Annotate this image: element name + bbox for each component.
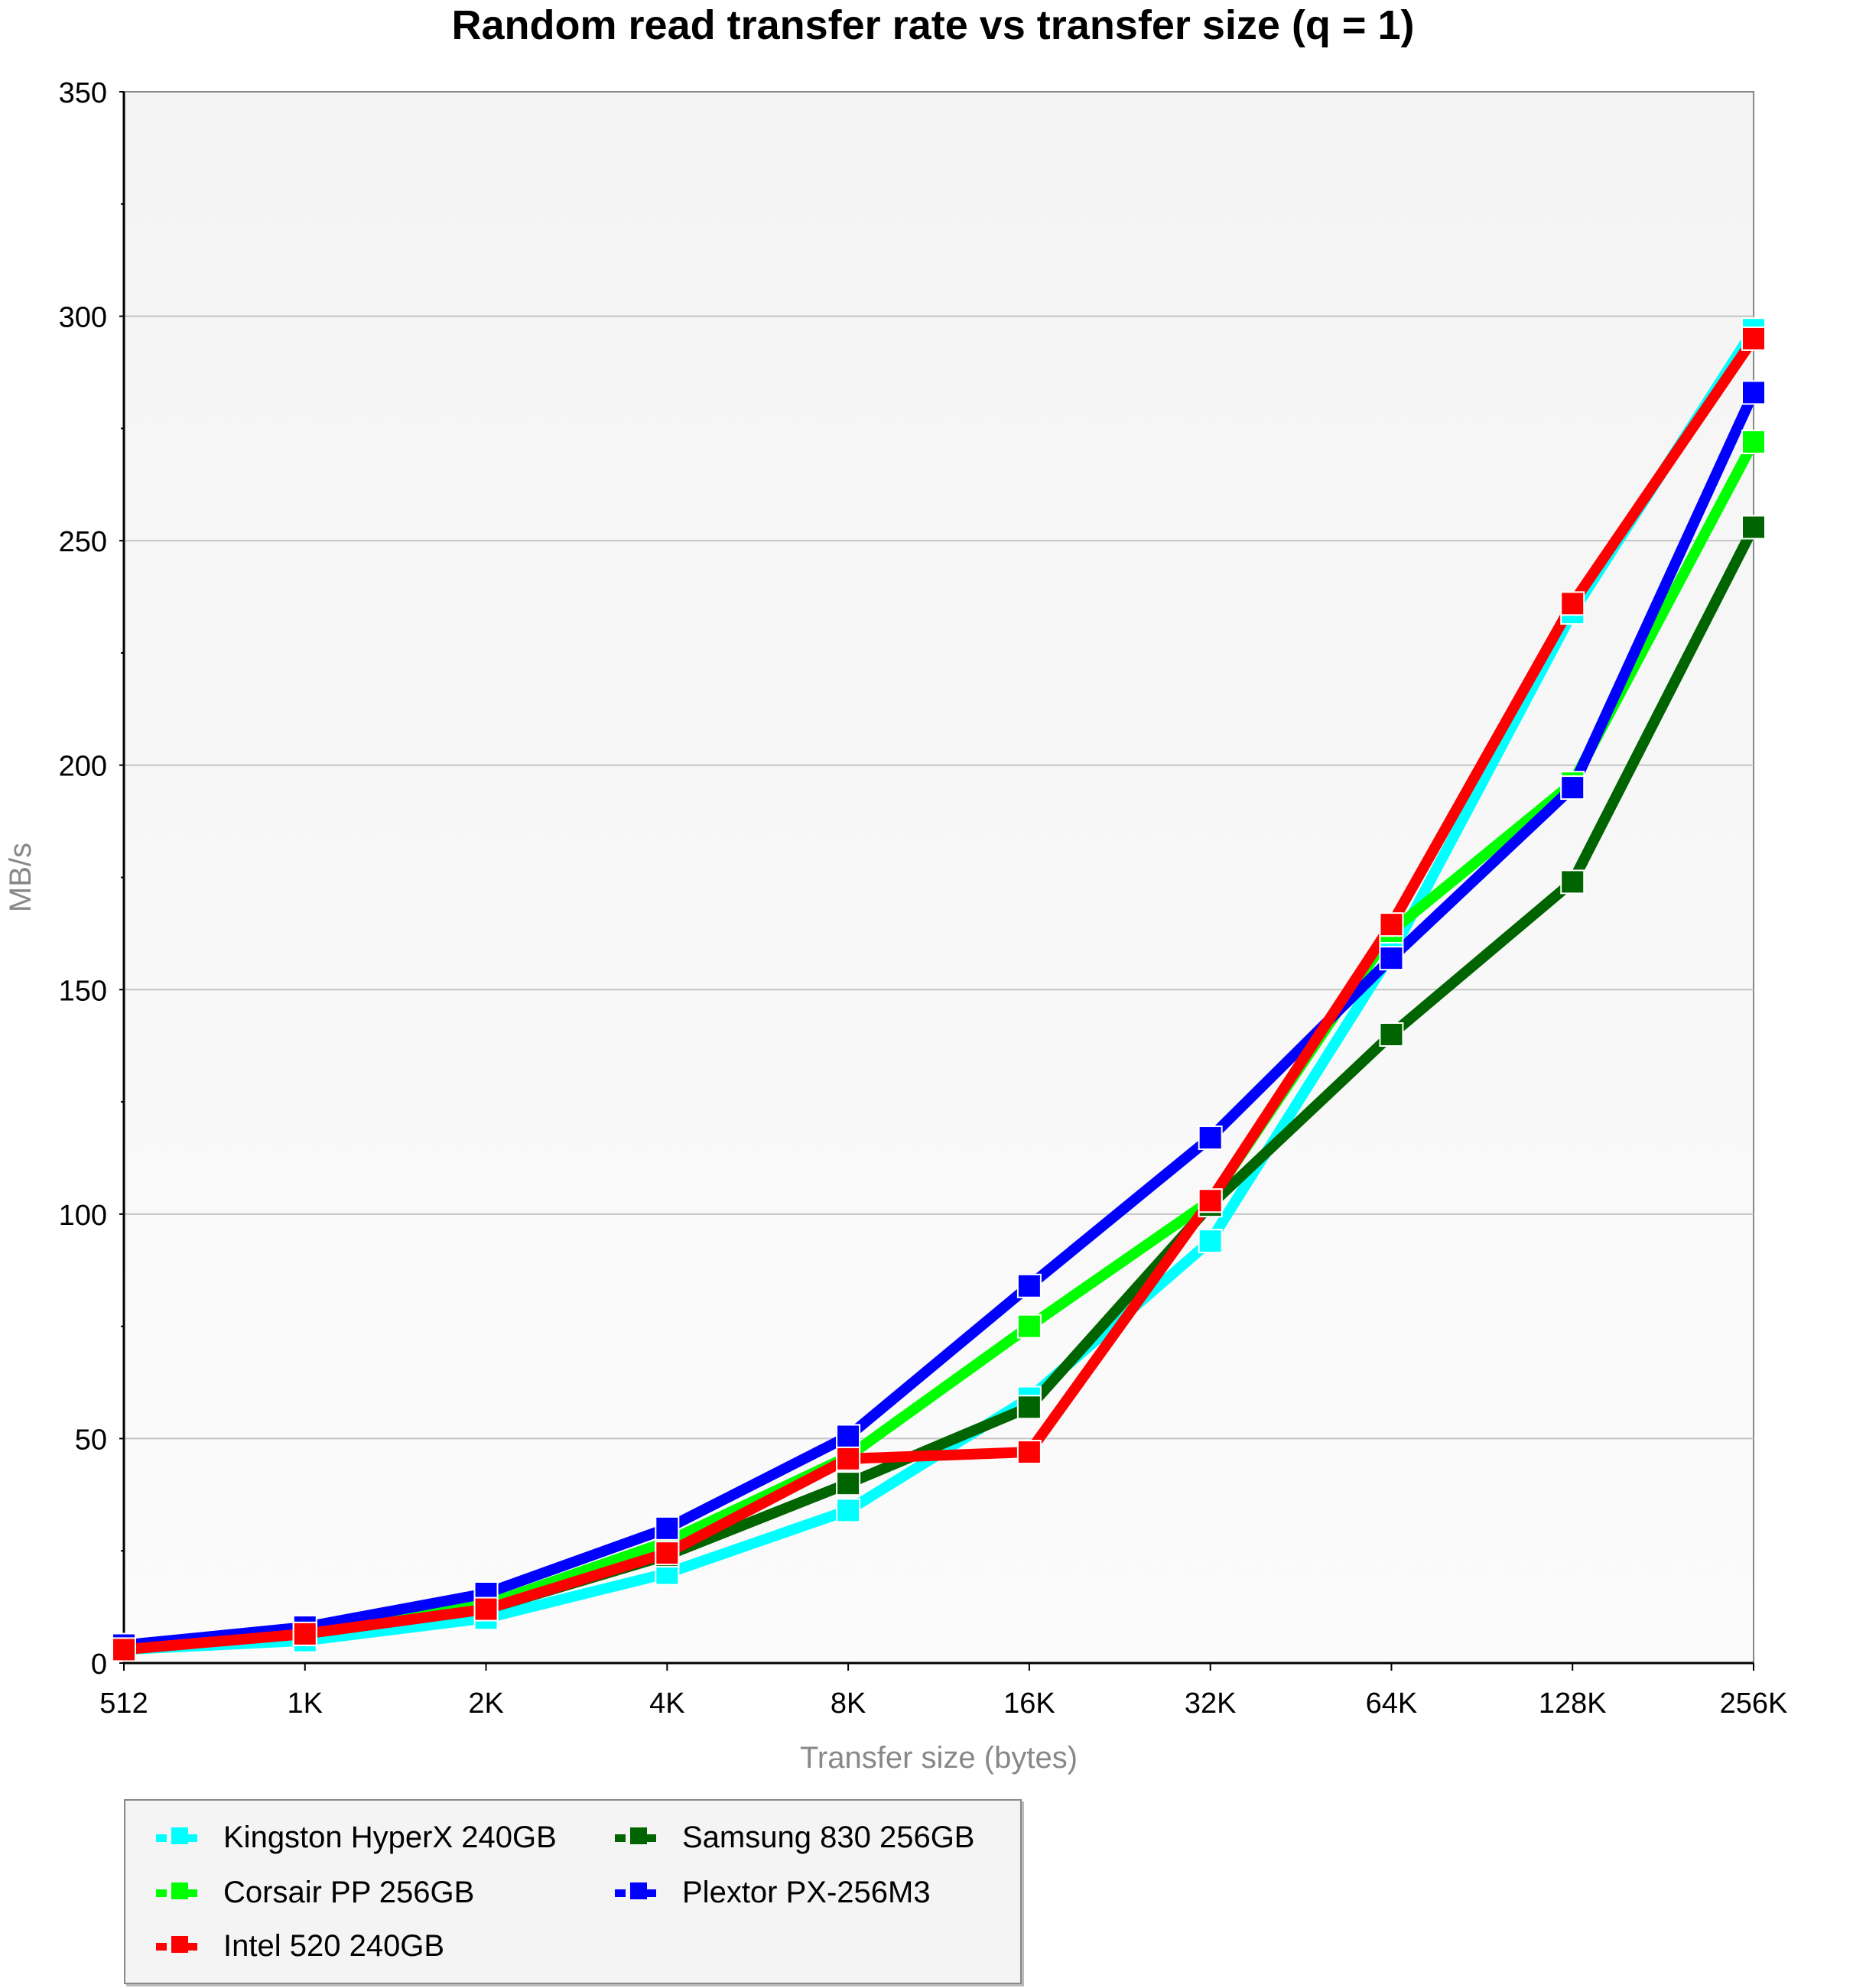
- data-point: [1379, 946, 1404, 971]
- data-point: [836, 1424, 861, 1449]
- data-point: [836, 1446, 861, 1471]
- series-line-3: [123, 390, 1759, 1651]
- data-point: [1016, 1314, 1042, 1339]
- legend-swatch: [615, 1827, 661, 1844]
- x-tick-label: 512: [99, 1688, 148, 1720]
- x-tick-label: 32K: [1185, 1688, 1237, 1720]
- x-tick-label: 2K: [468, 1688, 503, 1720]
- x-tick-label: 64K: [1366, 1688, 1418, 1720]
- data-point: [1741, 429, 1766, 454]
- x-tick-label: 128K: [1539, 1688, 1607, 1720]
- legend-label: Intel 520 240GB: [223, 1929, 445, 1963]
- y-tick-label: 100: [59, 1200, 107, 1232]
- x-tick-label: 4K: [649, 1688, 684, 1720]
- data-point: [1741, 515, 1766, 540]
- legend-label: Plextor PX-256M3: [682, 1876, 931, 1909]
- x-tick-label: 8K: [831, 1688, 866, 1720]
- data-point: [1379, 912, 1404, 937]
- legend: Kingston HyperX 240GB Samsung 830 256GB Co…: [124, 1799, 1022, 1984]
- data-point: [1560, 869, 1585, 895]
- legend-swatch: [156, 1882, 202, 1899]
- x-tick-label: 16K: [1003, 1688, 1055, 1720]
- data-point: [1560, 775, 1585, 801]
- data-point: [836, 1471, 861, 1496]
- legend-item: Plextor PX-256M3: [615, 1876, 931, 1910]
- legend-item: Samsung 830 256GB: [615, 1821, 974, 1855]
- data-point: [1016, 1440, 1042, 1465]
- series-line-4: [123, 335, 1758, 1655]
- y-axis-label: MB/s: [4, 843, 37, 912]
- y-tick-label: 0: [91, 1649, 107, 1681]
- data-point: [1560, 591, 1585, 616]
- legend-swatch: [156, 1935, 202, 1953]
- data-point: [655, 1515, 680, 1541]
- data-point: [1198, 1126, 1223, 1151]
- data-point: [655, 1541, 680, 1566]
- chart-title: Random read transfer rate vs transfer si…: [451, 2, 1415, 48]
- legend-label: Kingston HyperX 240GB: [223, 1821, 557, 1854]
- y-tick-label: 50: [75, 1424, 107, 1456]
- x-axis-label: Transfer size (bytes): [800, 1741, 1078, 1775]
- plot-area: [123, 91, 1754, 1664]
- data-point: [1741, 326, 1766, 351]
- data-point: [112, 1637, 136, 1662]
- x-tick-label: 1K: [288, 1688, 323, 1720]
- data-point: [292, 1621, 317, 1646]
- legend-item: Kingston HyperX 240GB: [156, 1821, 557, 1855]
- legend-item: Corsair PP 256GB: [156, 1876, 474, 1910]
- legend-swatch: [156, 1827, 202, 1844]
- data-point: [1379, 1022, 1404, 1047]
- legend-item: Intel 520 240GB: [156, 1929, 444, 1964]
- y-tick-label: 200: [59, 751, 107, 783]
- legend-swatch: [615, 1882, 661, 1899]
- line-chart: 0 50 100 150 200 250 300 350 512 1K 2K 4K 8K 16K 32K 64…: [4, 77, 1788, 1775]
- y-tick-label: 250: [59, 526, 107, 558]
- x-tick-label: 256K: [1720, 1688, 1788, 1720]
- data-point: [473, 1597, 499, 1622]
- data-point: [1016, 1273, 1042, 1298]
- data-point: [1198, 1188, 1223, 1213]
- legend-label: Samsung 830 256GB: [682, 1821, 975, 1854]
- y-tick-label: 350: [59, 77, 107, 109]
- legend-label: Corsair PP 256GB: [223, 1876, 475, 1909]
- data-point: [1198, 1229, 1223, 1254]
- y-tick-label: 150: [59, 975, 107, 1007]
- y-tick-label: 300: [59, 302, 107, 334]
- data-point: [1016, 1395, 1042, 1420]
- data-point: [1741, 380, 1766, 405]
- data-point: [836, 1498, 861, 1523]
